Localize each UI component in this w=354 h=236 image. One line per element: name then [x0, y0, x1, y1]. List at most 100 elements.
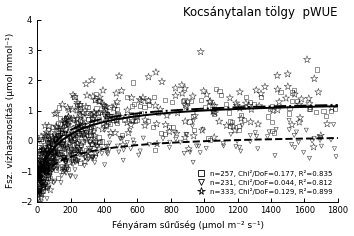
Point [38, 135, 44, 138]
Point [56, 106, 62, 110]
Point [107, 105, 112, 109]
Point [126, 131, 131, 135]
Point [85, 117, 91, 121]
Point [63, 171, 69, 175]
Point [307, 156, 312, 160]
Point [66, 160, 72, 164]
Point [72, 157, 78, 161]
Point [38, 137, 43, 141]
Point [89, 156, 95, 159]
Point [39, 152, 45, 155]
Point [45, 174, 50, 178]
Point [36, 184, 42, 188]
Point [41, 184, 46, 188]
Point [52, 160, 58, 163]
Point [36, 173, 42, 177]
Point [265, 135, 270, 139]
Point [211, 135, 217, 139]
Point [67, 150, 73, 154]
Point [44, 164, 50, 168]
Point [184, 133, 190, 136]
Point [94, 151, 100, 155]
Point [107, 141, 112, 145]
Point [43, 170, 49, 173]
Point [43, 164, 49, 168]
Point [39, 171, 45, 175]
Point [59, 127, 65, 131]
Point [58, 129, 63, 132]
Point [120, 143, 126, 147]
Point [50, 150, 56, 154]
Point [112, 103, 118, 107]
Point [73, 148, 79, 152]
Point [47, 188, 53, 192]
Point [44, 159, 50, 162]
Point [46, 145, 52, 149]
Point [105, 120, 111, 124]
Point [71, 156, 76, 160]
Point [134, 118, 139, 122]
Point [56, 136, 62, 140]
Point [45, 163, 51, 167]
Point [146, 103, 152, 106]
Point [289, 99, 295, 102]
Point [59, 156, 64, 160]
Point [233, 145, 239, 149]
Point [179, 91, 185, 95]
Point [36, 175, 42, 179]
Point [87, 146, 92, 149]
Point [93, 152, 98, 155]
Point [285, 85, 291, 88]
Point [46, 159, 51, 163]
Point [79, 124, 85, 128]
Point [83, 156, 88, 160]
Point [59, 128, 65, 132]
Point [160, 137, 166, 141]
Point [177, 140, 183, 144]
Point [227, 119, 233, 123]
Point [39, 149, 45, 153]
Point [36, 175, 42, 179]
Point [40, 148, 46, 152]
Point [192, 114, 198, 118]
Point [241, 118, 247, 122]
Point [100, 88, 106, 92]
Point [39, 160, 44, 164]
Point [39, 177, 45, 180]
Point [114, 119, 119, 123]
Point [118, 115, 124, 119]
Point [81, 126, 86, 130]
Point [40, 145, 46, 149]
Point [46, 170, 52, 174]
Point [328, 138, 334, 142]
Point [314, 68, 320, 72]
Point [89, 78, 95, 82]
Point [35, 169, 41, 173]
Point [173, 94, 178, 97]
Point [37, 167, 43, 171]
Point [155, 111, 161, 115]
Point [212, 111, 218, 115]
Point [38, 195, 44, 199]
Point [190, 119, 196, 123]
Point [47, 165, 52, 169]
Point [304, 58, 310, 61]
Point [46, 141, 51, 145]
Point [312, 77, 317, 80]
Point [36, 163, 41, 166]
Point [35, 210, 41, 214]
Point [91, 115, 97, 119]
Point [72, 168, 78, 172]
Point [59, 103, 65, 106]
Point [51, 167, 57, 171]
Point [63, 122, 69, 126]
Point [107, 148, 112, 152]
Point [54, 149, 59, 153]
Point [269, 120, 275, 123]
Point [42, 124, 48, 127]
Point [48, 131, 54, 135]
Point [62, 169, 68, 173]
Point [64, 131, 70, 135]
Point [286, 119, 292, 122]
Point [229, 120, 235, 124]
